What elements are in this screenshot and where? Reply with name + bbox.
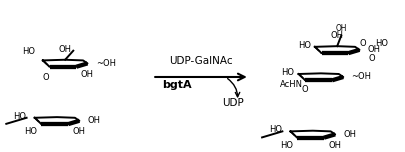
Text: HO: HO <box>297 41 310 50</box>
Text: HO: HO <box>279 141 292 150</box>
Text: HO: HO <box>281 68 294 77</box>
Text: OH: OH <box>342 130 356 139</box>
Text: UDP-GalNAc: UDP-GalNAc <box>169 56 232 66</box>
Text: OH: OH <box>367 45 380 54</box>
Text: HO: HO <box>21 47 34 56</box>
Text: O: O <box>42 73 49 82</box>
Text: O: O <box>358 39 365 48</box>
Text: HO: HO <box>13 112 26 121</box>
Text: OH: OH <box>335 24 346 33</box>
Text: ~OH: ~OH <box>350 73 371 81</box>
Text: OH: OH <box>80 70 93 79</box>
Text: OH: OH <box>330 31 343 40</box>
Text: ~OH: ~OH <box>95 59 115 68</box>
Text: bgtA: bgtA <box>162 79 191 90</box>
Text: HO: HO <box>24 127 37 136</box>
Text: OH: OH <box>87 116 100 125</box>
Text: AcHN: AcHN <box>279 80 302 89</box>
FancyArrowPatch shape <box>227 79 239 97</box>
Text: O: O <box>301 85 308 94</box>
Text: HO: HO <box>269 125 282 134</box>
Text: OH: OH <box>327 141 340 150</box>
Text: OH: OH <box>72 127 85 136</box>
Text: UDP: UDP <box>222 98 244 108</box>
Text: OH: OH <box>58 45 72 54</box>
Text: O: O <box>367 54 374 63</box>
Text: HO: HO <box>374 39 388 48</box>
